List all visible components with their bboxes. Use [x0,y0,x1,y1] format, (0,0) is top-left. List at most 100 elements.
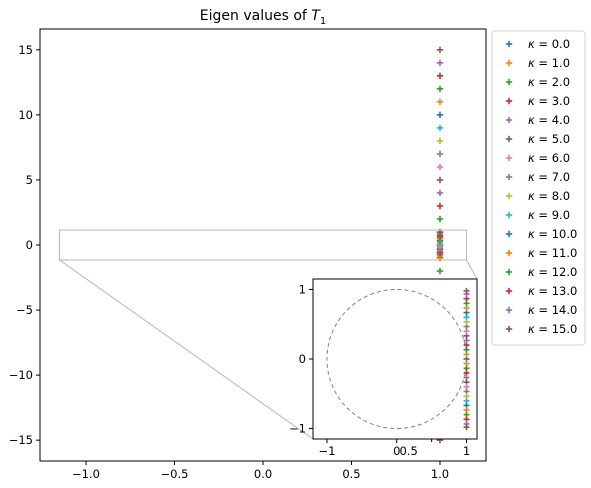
y-tick-label: −15 [9,433,33,447]
inset-point-kappa-15-pos [463,287,470,294]
legend-entry: κ = 10.0 [505,227,577,241]
legend-label-value: 14.0 [552,303,578,317]
legend-marker [505,268,513,276]
x-tick-label: 1.0 [431,467,449,481]
inset-x-minor-tick-label: 0.5 [399,444,417,458]
x-tick-label: 0.5 [342,467,360,481]
inset-y-tick-label: 0 [299,352,306,366]
legend-label: κ = 15.0 [528,322,577,336]
legend-label-prefix: κ = [528,132,552,146]
legend-marker [505,249,513,257]
point-kappa-8-pos [436,137,444,145]
y-tick-label: 15 [18,43,33,57]
legend-label: κ = 0.0 [528,37,570,51]
legend-label-prefix: κ = [528,94,552,108]
point-kappa-9-pos [436,124,444,132]
legend-label-prefix: κ = [528,56,552,70]
point-kappa-13-pos [436,72,444,80]
legend-label-prefix: κ = [528,227,552,241]
legend-label-value: 11.0 [552,246,578,260]
legend-label: κ = 11.0 [528,246,577,260]
zoom-region-box [58,229,468,261]
legend-entry: κ = 4.0 [505,113,570,127]
legend-label-value: 7.0 [552,170,570,184]
legend-label-value: 3.0 [552,94,570,108]
legend-marker [505,78,513,86]
point-kappa-12-pos [436,85,444,93]
legend-entry: κ = 11.0 [505,246,577,260]
legend-label: κ = 3.0 [528,94,570,108]
point-kappa-5-pos [436,176,444,184]
legend-label-prefix: κ = [528,75,552,89]
legend-entry: κ = 14.0 [505,303,577,317]
inset-background [313,279,477,439]
legend-entry: κ = 9.0 [505,208,570,222]
legend-label-prefix: κ = [528,113,552,127]
legend: κ = 0.0κ = 1.0κ = 2.0κ = 3.0κ = 4.0κ = 5… [491,30,586,346]
legend-entry: κ = 15.0 [505,322,577,336]
y-tick-label: 10 [18,108,33,122]
legend-entry: κ = 7.0 [505,170,570,184]
legend-label: κ = 10.0 [528,227,577,241]
inset-x-tick-label: −1 [318,444,335,458]
legend-label-value: 13.0 [552,284,578,298]
legend-label: κ = 5.0 [528,132,570,146]
chart-title: Eigen values of T1 [200,8,326,27]
legend-entry: κ = 5.0 [505,132,570,146]
legend-entry: κ = 3.0 [505,94,570,108]
point-kappa-6-pos [436,163,444,171]
point-kappa-10-pos [436,111,444,119]
legend-label-prefix: κ = [528,37,552,51]
legend-label: κ = 1.0 [528,56,570,70]
legend-marker [505,211,513,219]
inset-x-tick-label: 1 [463,444,470,458]
legend-label-value: 8.0 [552,189,570,203]
legend-entry: κ = 1.0 [505,56,570,70]
legend-label: κ = 8.0 [528,189,570,203]
legend-marker [505,325,513,333]
legend-label: κ = 9.0 [528,208,570,222]
legend-entry: κ = 12.0 [505,265,577,279]
legend-label-prefix: κ = [528,170,552,184]
inset-y-tick-label: −1 [289,422,306,436]
legend-entry: κ = 0.0 [505,37,570,51]
legend-label-value: 2.0 [552,75,570,89]
legend-label-prefix: κ = [528,322,552,336]
point-kappa-15-pos [436,46,444,54]
inset-x-tick-label: 0 [393,444,400,458]
point-kappa-11-pos [436,98,444,106]
legend-label: κ = 13.0 [528,284,577,298]
point-kappa-3-pos [436,202,444,210]
legend-label-value: 4.0 [552,113,570,127]
zoom-connector-line [59,259,314,440]
legend-label-prefix: κ = [528,246,552,260]
y-tick-label: −5 [16,303,33,317]
legend-label-prefix: κ = [528,151,552,165]
inset-y-tick-label: 1 [299,282,306,296]
x-tick-label: −0.5 [161,467,189,481]
legend-label: κ = 12.0 [528,265,577,279]
legend-label-value: 1.0 [552,56,570,70]
legend-entry: κ = 8.0 [505,189,570,203]
legend-entry: κ = 2.0 [505,75,570,89]
legend-label-prefix: κ = [528,303,552,317]
point-kappa-2-pos [436,215,444,223]
point-kappa-2-neg [436,267,444,275]
legend-marker [505,135,513,143]
legend-label: κ = 14.0 [528,303,577,317]
legend-label: κ = 7.0 [528,170,570,184]
legend-marker [505,306,513,314]
legend-label-value: 0.0 [552,37,570,51]
chart-title-subscript: 1 [320,16,326,27]
legend-marker [505,40,513,48]
y-tick-label: −10 [9,368,33,382]
legend-label-value: 5.0 [552,132,570,146]
legend-marker [505,154,513,162]
legend-label-prefix: κ = [528,284,552,298]
point-kappa-7-pos [436,150,444,158]
legend-label: κ = 4.0 [528,113,570,127]
legend-label-prefix: κ = [528,265,552,279]
chart-title-prefix: Eigen values of [200,8,312,24]
